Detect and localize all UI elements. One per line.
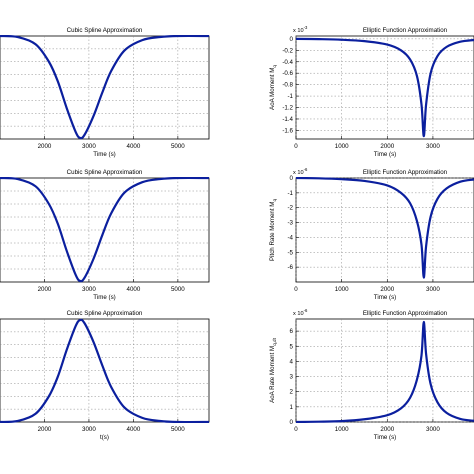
- chart-panel-6: 0 1000 2000 3000 0 1 2 3 4 5 6 Elliptic Function Ap…: [269, 308, 474, 441]
- series-line: [0, 318, 209, 423]
- x-tick-label: 4000: [127, 143, 141, 150]
- x-tick-label: 1000: [335, 286, 349, 293]
- y-tick-label: -1: [287, 93, 293, 100]
- y-axis-label: Pitch Rate Moment Mq: [269, 199, 277, 262]
- chart-title: Cubic Spline Approximation: [67, 310, 143, 317]
- x-axis-label: Time (s): [93, 294, 115, 301]
- x-tick-label: 4000: [127, 426, 141, 433]
- x-tick-label: 3000: [82, 286, 96, 293]
- x-tick-label: 3000: [426, 286, 440, 293]
- x-axis-label: Time (s): [93, 151, 115, 158]
- x-tick-label: 1000: [335, 143, 349, 150]
- y-tick-label: 0: [290, 36, 294, 43]
- y-tick-label: -0.8: [282, 82, 293, 89]
- plot-area: [295, 35, 474, 140]
- chart-title: Elliptic Function Approximation: [363, 310, 448, 317]
- chart-title: Cubic Spline Approximation: [67, 169, 143, 176]
- y-tick-label: -0.4: [282, 59, 293, 66]
- series-line: [296, 320, 474, 423]
- y-tick-label: 1: [290, 404, 294, 411]
- x-tick-label: 2000: [380, 286, 394, 293]
- x-tick-label: 5000: [171, 426, 185, 433]
- plot-area: [295, 318, 474, 423]
- x-tick-label: 3000: [426, 143, 440, 150]
- chart-panel-4: 0 1000 2000 3000 0 -1 -2 -3 -4 -5 -6 Elliptic Funct…: [269, 167, 474, 301]
- x-axis-label: Time (s): [374, 294, 396, 301]
- chart-title: Elliptic Function Approximation: [363, 169, 448, 176]
- y-tick-label: -1.2: [282, 105, 293, 112]
- y-tick-label: 4: [290, 358, 294, 365]
- y-tick-label: -1.4: [282, 116, 293, 123]
- x-tick-label: 2000: [38, 286, 52, 293]
- y-tick-label: -3: [287, 220, 293, 227]
- x-tick-label: 3000: [426, 426, 440, 433]
- x-tick-label: 3000: [82, 143, 96, 150]
- x-tick-label: 2000: [380, 143, 394, 150]
- x-tick-label: 2000: [38, 143, 52, 150]
- series-line: [0, 35, 209, 140]
- y-axis-label: AoA Rate Moment Mq,dt: [269, 337, 277, 402]
- chart-panel-2: 0 1000 2000 3000 0 -0.2 -0.4 -0.6 -0.8 -1 -1.2 -1.4…: [269, 25, 474, 158]
- y-exponent-label: x 10-3: [293, 25, 308, 34]
- x-tick-label: 5000: [171, 286, 185, 293]
- x-tick-label: 2000: [38, 426, 52, 433]
- x-tick-label: 0: [294, 286, 298, 293]
- x-tick-label: 2000: [380, 426, 394, 433]
- y-tick-label: -1.6: [282, 127, 293, 134]
- y-exponent-label: x 10-6: [293, 167, 308, 176]
- series-line: [0, 177, 209, 283]
- x-axis-label: t(s): [100, 434, 109, 441]
- chart-panel-3: 2000 3000 4000 5000 Cubic Spline Approximati…: [0, 169, 210, 301]
- x-axis-label: Time (s): [374, 434, 396, 441]
- chart-title: Elliptic Function Approximation: [363, 27, 448, 34]
- series-line: [296, 37, 474, 138]
- series-line: [296, 177, 474, 279]
- y-tick-label: 0: [290, 175, 294, 182]
- y-tick-label: -1: [287, 190, 293, 197]
- y-tick-label: 0: [290, 419, 294, 426]
- x-tick-label: 3000: [82, 426, 96, 433]
- x-tick-label: 0: [294, 426, 298, 433]
- x-tick-label: 0: [294, 143, 298, 150]
- x-tick-label: 4000: [127, 286, 141, 293]
- y-tick-label: 6: [290, 328, 294, 335]
- y-tick-label: -4: [287, 234, 293, 241]
- plot-area: [295, 177, 474, 283]
- y-tick-label: 2: [290, 389, 294, 396]
- x-tick-label: 5000: [171, 143, 185, 150]
- x-tick-label: 1000: [335, 426, 349, 433]
- y-tick-label: -5: [287, 249, 293, 256]
- y-tick-label: 5: [290, 343, 294, 350]
- y-axis-label: AoA Moment Mq: [269, 65, 277, 110]
- chart-title: Cubic Spline Approximation: [67, 27, 143, 34]
- y-tick-label: -6: [287, 264, 293, 271]
- y-tick-label: -2: [287, 205, 293, 212]
- y-tick-label: 3: [290, 374, 294, 381]
- y-exponent-label: x 10-6: [293, 308, 308, 317]
- y-tick-label: -0.2: [282, 47, 293, 54]
- x-axis-label: Time (s): [374, 151, 396, 158]
- y-tick-label: -0.6: [282, 70, 293, 77]
- chart-panel-1: 2000 3000 4000 5000 Cubic Spline Approximati…: [0, 27, 210, 158]
- chart-panel-5: 2000 3000 4000 5000 Cubic Spline Approximati…: [0, 310, 210, 441]
